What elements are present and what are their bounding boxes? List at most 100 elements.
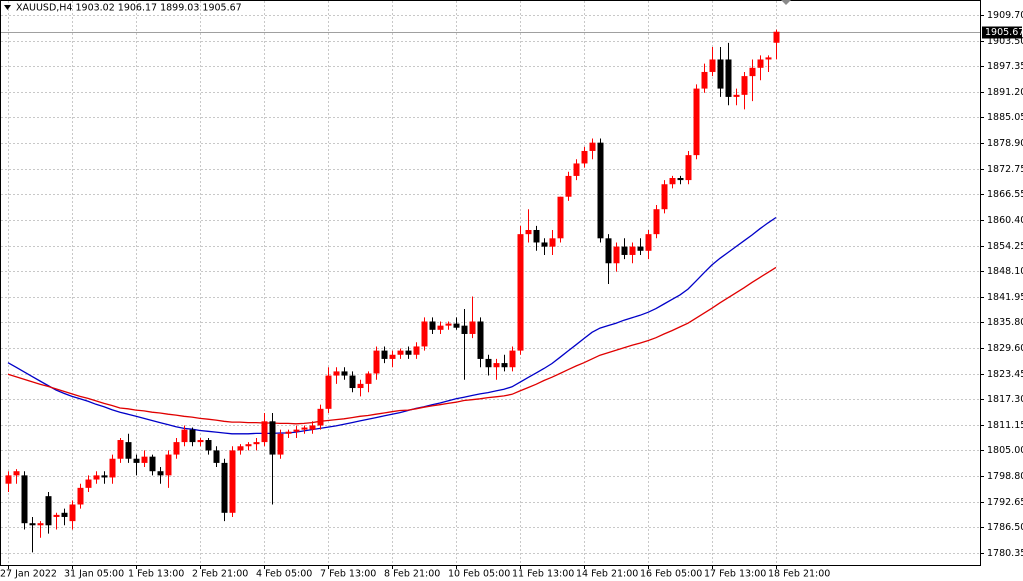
y-tick-label: 1848.10	[987, 266, 1023, 277]
candle-body	[493, 363, 500, 368]
candle-body	[693, 88, 700, 156]
candle-body	[261, 421, 268, 443]
candle-body	[645, 234, 652, 251]
candle-body	[173, 442, 180, 455]
candle-body	[301, 427, 308, 430]
candle-body	[93, 475, 100, 480]
y-tick-label: 1897.35	[987, 61, 1023, 72]
candle-body	[605, 238, 612, 264]
ma-line	[7, 216, 777, 435]
x-tick-label: 17 Feb 13:00	[704, 569, 766, 580]
candle-body	[397, 350, 404, 355]
y-tick-label: 1885.05	[987, 112, 1023, 123]
candle-body	[349, 375, 356, 389]
price-label-box	[982, 26, 1022, 39]
x-tick-label: 8 Feb 21:00	[384, 569, 440, 580]
y-tick-label: 1872.75	[987, 164, 1023, 175]
y-tick-label: 1798.80	[987, 471, 1023, 482]
candle-body	[189, 429, 196, 443]
candle-body	[69, 504, 76, 522]
candle-body	[509, 350, 516, 368]
candle-body	[101, 475, 108, 478]
candle-body	[613, 246, 620, 264]
candle-body	[325, 375, 332, 409]
candle-body	[149, 456, 156, 472]
y-tick-label: 1829.60	[987, 343, 1023, 354]
candle-body	[517, 234, 524, 351]
candle-body	[485, 358, 492, 368]
candle-body	[253, 442, 260, 445]
candle-body	[533, 229, 540, 243]
indicator-lines	[7, 216, 777, 435]
y-tick-label: 1780.35	[987, 548, 1023, 559]
x-tick-label: 11 Feb 13:00	[512, 569, 574, 580]
candle-body	[205, 440, 212, 451]
candle-body	[317, 408, 324, 426]
candle-body	[13, 471, 20, 476]
candle-body	[469, 321, 476, 334]
candle-body	[597, 142, 604, 239]
candle-body	[733, 94, 740, 97]
y-tick-label: 1878.90	[987, 138, 1023, 149]
grid	[1, 1, 980, 565]
candle-body	[277, 433, 284, 455]
candle-body	[37, 523, 44, 526]
candle-body	[61, 512, 68, 517]
candle-body	[389, 354, 396, 359]
candle-body	[525, 229, 532, 235]
ma-line	[7, 266, 777, 425]
candle-body	[53, 514, 60, 517]
price-label: 1905.67	[985, 27, 1023, 38]
x-tick-label: 7 Feb 13:00	[320, 569, 376, 580]
candle-body	[381, 350, 388, 359]
x-tick-label: 10 Feb 05:00	[448, 569, 510, 580]
candle-body	[77, 487, 84, 505]
candle-body	[405, 350, 412, 355]
candle-body	[365, 373, 372, 384]
candle-body	[501, 363, 508, 368]
candle-body	[421, 321, 428, 347]
candle-body	[565, 175, 572, 197]
candle-body	[117, 440, 124, 459]
candle-body	[293, 429, 300, 432]
y-tick-label: 1792.65	[987, 497, 1023, 508]
x-tick-label: 16 Feb 05:00	[640, 569, 702, 580]
candle-body	[461, 325, 468, 334]
x-tick-label: 2 Feb 21:00	[192, 569, 248, 580]
x-tick-label: 4 Feb 05:00	[256, 569, 312, 580]
candle-body	[357, 383, 364, 389]
candle-body	[229, 450, 236, 513]
candle-body	[741, 76, 748, 95]
y-tick-label: 1866.55	[987, 189, 1023, 200]
candle-body	[589, 142, 596, 151]
candle-body	[629, 246, 636, 255]
candle-body	[669, 178, 676, 185]
chart-title: XAUUSD,H4 1903.02 1906.17 1899.03 1905.6…	[16, 3, 242, 14]
candle-body	[429, 321, 436, 330]
candle-body	[477, 321, 484, 359]
candle-body	[309, 425, 316, 430]
candle-body	[685, 155, 692, 181]
candle-body	[237, 446, 244, 451]
y-tick-label: 1860.40	[987, 215, 1023, 226]
y-tick-label: 1817.30	[987, 394, 1023, 405]
candle-body	[765, 57, 772, 60]
y-tick-label: 1835.80	[987, 317, 1023, 328]
y-tick-label: 1823.45	[987, 369, 1023, 380]
candle-body	[445, 323, 452, 326]
candle-body	[757, 59, 764, 68]
candle-body	[245, 444, 252, 447]
symbol-icon	[4, 5, 11, 10]
y-tick-label: 1786.50	[987, 522, 1023, 533]
candle-body	[573, 163, 580, 176]
candle-body	[653, 209, 660, 235]
candle-body	[213, 450, 220, 463]
candle-body	[285, 431, 292, 434]
candle-body	[141, 456, 148, 463]
candle-body	[661, 184, 668, 210]
y-tick-label: 1891.20	[987, 87, 1023, 98]
candle-body	[637, 246, 644, 251]
candles	[5, 29, 780, 553]
candle-body	[125, 442, 132, 459]
shift-marker	[781, 0, 791, 5]
